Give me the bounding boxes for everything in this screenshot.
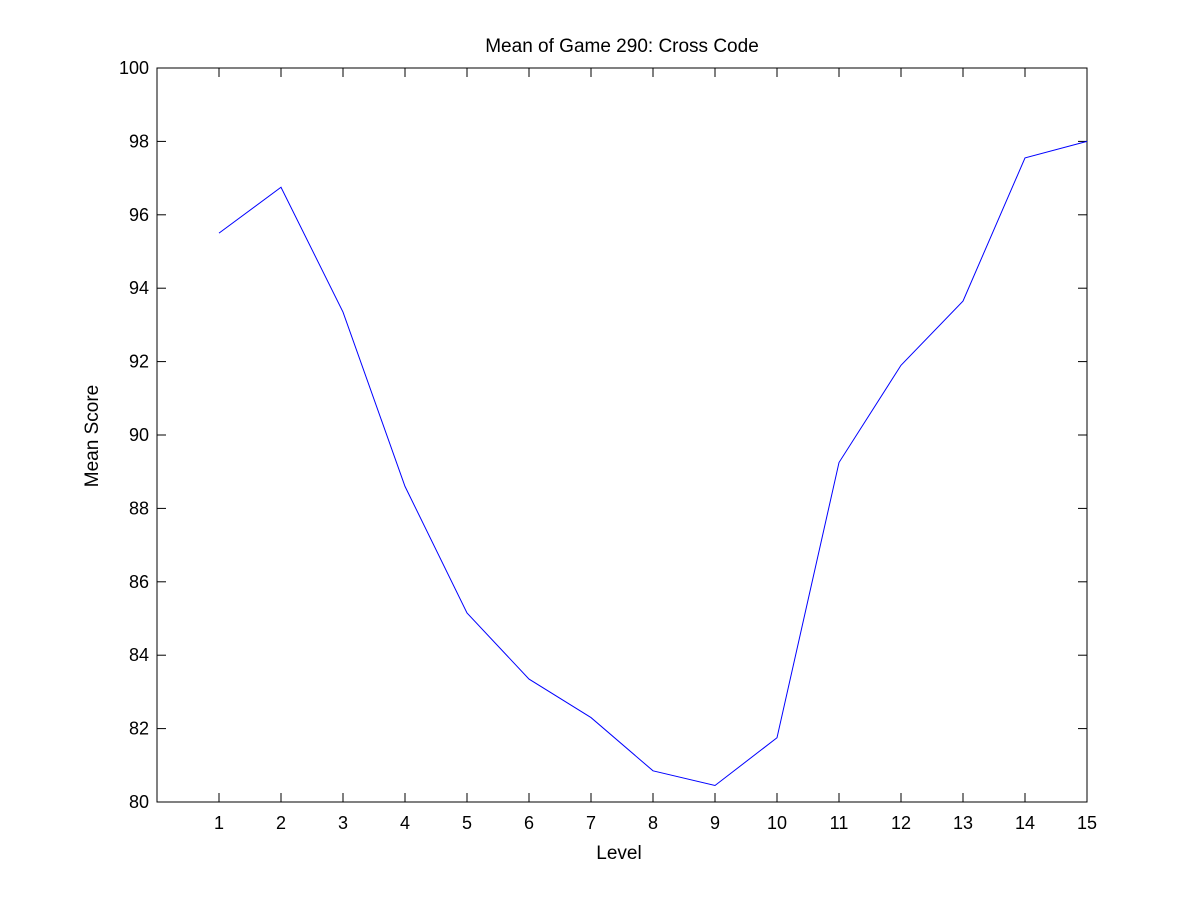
x-tick-label: 10 [767, 813, 787, 833]
x-tick-label: 3 [338, 813, 348, 833]
x-tick-label: 14 [1015, 813, 1035, 833]
x-axis-ticks: 1 2 3 4 5 6 7 8 9 10 11 12 13 14 15 [214, 68, 1097, 833]
x-tick-label: 7 [586, 813, 596, 833]
y-tick-label: 100 [119, 58, 149, 78]
y-axis-label: Mean Score [82, 385, 103, 487]
x-axis-label: Level [596, 843, 641, 864]
x-tick-label: 1 [214, 813, 224, 833]
x-tick-label: 8 [648, 813, 658, 833]
y-tick-label: 88 [129, 498, 149, 518]
chart-title: Mean of Game 290: Cross Code [485, 36, 759, 57]
x-tick-label: 12 [891, 813, 911, 833]
series-layer [218, 140, 1088, 787]
series-line [218, 140, 1088, 787]
y-tick-label: 92 [129, 352, 149, 372]
y-tick-label: 90 [129, 425, 149, 445]
y-tick-label: 98 [129, 131, 149, 151]
x-tick-label: 4 [400, 813, 410, 833]
x-tick-label: 6 [524, 813, 534, 833]
y-tick-label: 86 [129, 572, 149, 592]
y-tick-label: 96 [129, 205, 149, 225]
x-tick-label: 5 [462, 813, 472, 833]
y-axis-ticks: 80 82 84 86 88 90 92 94 96 98 100 [119, 58, 1087, 812]
y-tick-label: 82 [129, 719, 149, 739]
x-tick-label: 15 [1077, 813, 1097, 833]
y-tick-label: 94 [129, 278, 149, 298]
y-tick-label: 80 [129, 792, 149, 812]
x-tick-label: 13 [953, 813, 973, 833]
x-tick-label: 11 [830, 813, 849, 833]
x-tick-label: 9 [710, 813, 720, 833]
plot-area [156, 67, 1088, 803]
x-tick-label: 2 [276, 813, 286, 833]
y-tick-label: 84 [129, 645, 149, 665]
